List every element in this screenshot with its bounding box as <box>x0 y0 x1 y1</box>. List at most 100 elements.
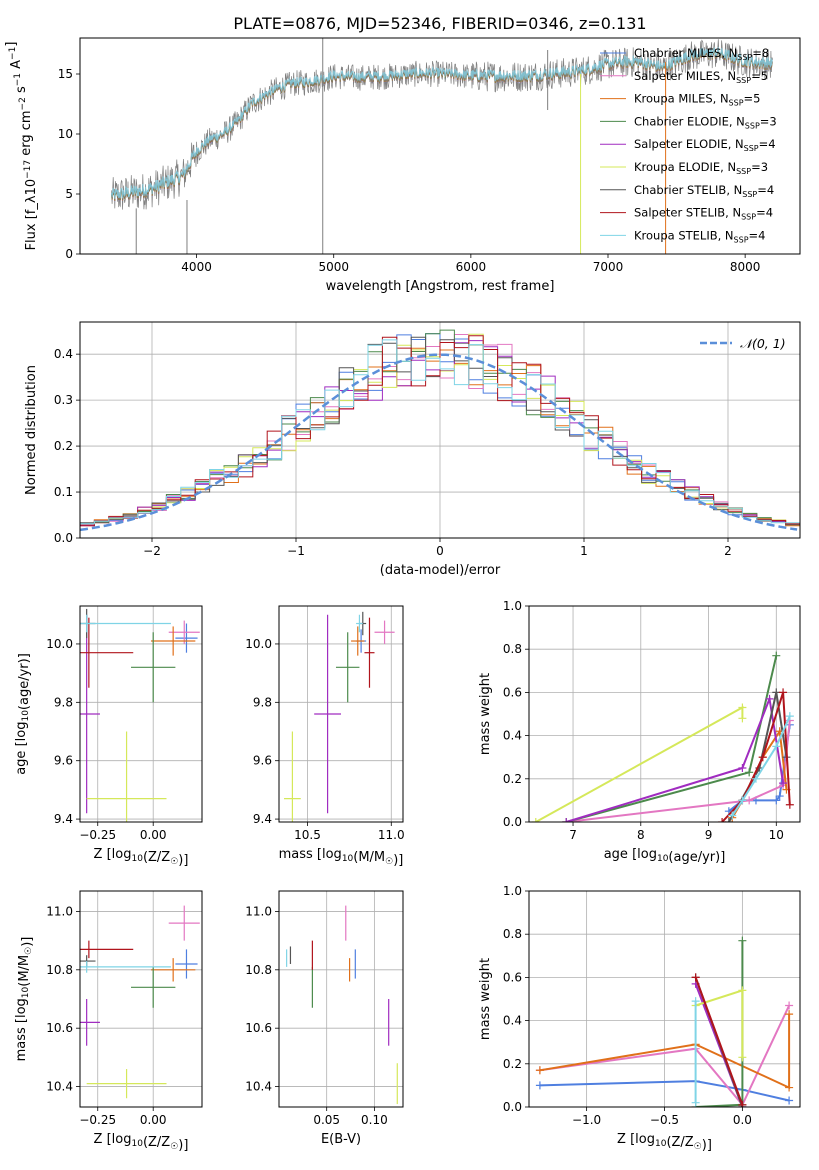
tick-label-y: 0.0 <box>54 531 73 545</box>
axes-frame <box>79 321 801 539</box>
weight-marker-kroupa_stelib <box>691 997 700 1006</box>
weight-line-chabrier_miles <box>539 1080 790 1102</box>
label-part: Z [ <box>617 1132 635 1147</box>
weight-marker-kroupa_stelib <box>772 742 781 751</box>
axes-frame <box>79 605 203 823</box>
label-sup: −1 <box>13 73 23 86</box>
weight-line-salpeter_stelib <box>694 977 744 1106</box>
label-part: mass [ <box>279 847 322 862</box>
label-part: E(B-V) <box>321 1132 361 1147</box>
label-part: 10 <box>24 179 39 196</box>
tick-label-y: 1.0 <box>503 884 522 898</box>
tick-label-y: 0.1 <box>54 485 73 499</box>
tick-label-x: 1 <box>580 544 588 558</box>
legend-entry-salpeter_stelib: Salpeter STELIB, NSSP=4 <box>634 206 773 222</box>
legend-text: =4 <box>756 206 773 220</box>
label-sub: ☉ <box>24 947 34 955</box>
label-part: Z [ <box>94 847 112 862</box>
panel-age_vs_mass: 10.5 11.0 9.4 9.6 9.8 10.0 mass [log10(M/M☉)] <box>245 605 405 868</box>
tick-label-y: 10.6 <box>46 1021 73 1035</box>
axes-frame <box>528 890 801 1108</box>
plot-area <box>531 651 794 822</box>
x-axis-label: Z [log10(Z/Z☉)] <box>94 847 189 868</box>
legend-sub: SSP <box>745 121 760 130</box>
tick-label-x: 10 <box>769 828 784 842</box>
tick-label-x: −1 <box>287 544 305 558</box>
tick-label-x: 7 <box>569 828 577 842</box>
weight-marker-kroupa_miles <box>535 1066 544 1075</box>
tick-label-x: 0 <box>436 544 444 558</box>
x-axis-label: wavelength [Angstrom, rest frame] <box>326 279 555 294</box>
x-axis-label: (data-model)/error <box>380 563 501 578</box>
label-sup: −1 <box>8 47 18 60</box>
label-part: age [ <box>14 741 29 774</box>
tick-label-x: 0.00 <box>140 828 167 842</box>
spectrum-line-kroupa_stelib <box>111 47 773 199</box>
tick-label-y: 0.2 <box>503 1057 522 1071</box>
tick-label-x: 8000 <box>730 260 761 274</box>
y-axis-label: mass [log10(M/M☉)] <box>14 937 35 1062</box>
label-part: erg cm <box>19 110 34 159</box>
plot-area <box>535 936 794 1107</box>
label-sub: 10 <box>21 986 31 998</box>
tick-label-y: 10.8 <box>245 963 272 977</box>
label-part: ] <box>4 42 19 47</box>
panel-weight_vs_Z: −1.0 −0.5 0.0 0.0 0.2 0.4 0.6 0.8 1.0 Z [log10(Z/… <box>478 884 801 1153</box>
plot-area <box>111 38 773 254</box>
tick-label-y: 11.0 <box>46 904 73 918</box>
tick-label-y: 15 <box>58 67 73 81</box>
tick-label-y: 9.6 <box>253 754 272 768</box>
tick-label-x: 0.10 <box>361 1113 388 1127</box>
legend-entry-kroupa_miles: Kroupa MILES, NSSP=5 <box>634 92 760 108</box>
label-part: wavelength [Angstrom, rest frame] <box>326 279 555 294</box>
legend-text: =5 <box>751 69 768 83</box>
tick-label-x: 11.0 <box>378 828 405 842</box>
weight-marker-chabrier_stelib <box>772 688 781 697</box>
plot-area <box>286 905 398 1105</box>
label-sub: 10 <box>657 854 669 864</box>
x-axis-label: Z [log10(Z/Z☉)] <box>617 1132 712 1153</box>
tick-label-x: 6000 <box>456 260 487 274</box>
axes-frame <box>278 890 404 1108</box>
label-part: log <box>322 847 342 862</box>
label-part: Flux [f_λ <box>24 195 39 250</box>
label-sup: −17 <box>23 160 33 179</box>
weight-marker-kroupa_stelib <box>751 774 760 783</box>
weight-marker-salpeter_miles <box>745 796 754 805</box>
legend-entry-chabrier_elodie: Chabrier ELODIE, NSSP=3 <box>634 114 777 130</box>
tick-label-y: 10.6 <box>245 1021 272 1035</box>
label-sup: −2 <box>18 97 28 110</box>
weight-marker-salpeter_stelib <box>758 753 767 762</box>
label-part: age [ <box>604 847 637 862</box>
tick-label-y: 0.6 <box>503 685 522 699</box>
label-part: (M/M <box>17 955 32 987</box>
tick-label-y: 0.0 <box>503 1100 522 1114</box>
tick-label-y: 0.2 <box>54 439 73 453</box>
legend-text: Kroupa STELIB, N <box>634 228 734 242</box>
legend-entry-kroupa_stelib: Kroupa STELIB, NSSP=4 <box>634 228 765 244</box>
gaussian-curve <box>80 353 798 532</box>
legend-text: Salpeter MILES, N <box>634 69 736 83</box>
label-part: log <box>112 847 132 862</box>
label-sub: 10 <box>132 854 144 864</box>
weight-marker-salpeter_elodie <box>738 764 747 772</box>
x-axis-label: E(B-V) <box>321 1132 361 1147</box>
y-axis-label: mass weight <box>478 673 493 755</box>
tick-label-y: 0.8 <box>503 642 522 656</box>
legend-text: =8 <box>752 46 769 60</box>
weight-marker-kroupa_elodie <box>738 714 747 723</box>
legend-entry-salpeter_elodie: Salpeter ELODIE, NSSP=4 <box>634 137 776 153</box>
tick-label-y: 9.4 <box>54 812 73 826</box>
legend-text: =5 <box>744 92 761 106</box>
legend-sub: SSP <box>734 235 749 244</box>
label-part: s <box>14 86 29 97</box>
tick-label-x: 9 <box>705 828 713 842</box>
weight-marker-kroupa_elodie <box>738 703 747 712</box>
legend-text: Salpeter STELIB, N <box>634 206 741 220</box>
tick-label-y: 0.0 <box>503 815 522 829</box>
label-part: )] <box>178 1138 188 1153</box>
